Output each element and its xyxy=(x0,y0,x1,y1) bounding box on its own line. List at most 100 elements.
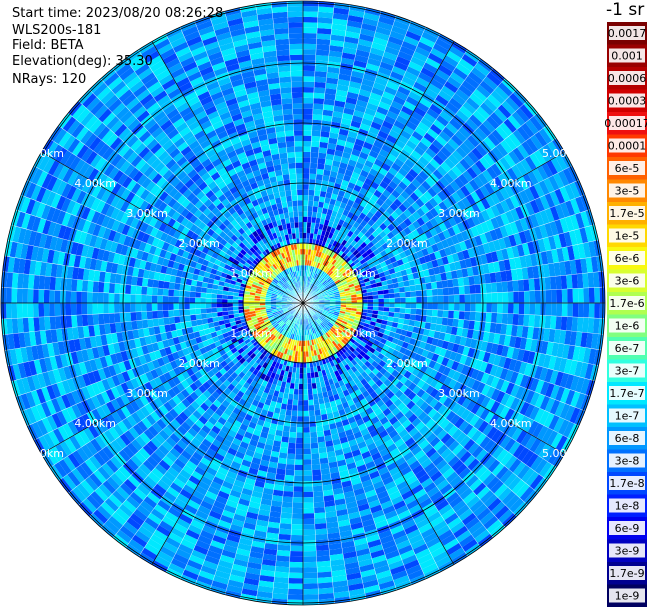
range-gate xyxy=(217,315,224,321)
range-gate xyxy=(149,400,159,411)
range-gate xyxy=(357,344,365,351)
range-gate xyxy=(498,334,506,346)
range-gate xyxy=(486,303,492,313)
range-gate xyxy=(63,365,72,380)
range-gate xyxy=(539,367,549,382)
range-gate xyxy=(570,391,581,408)
range-gate xyxy=(43,303,50,317)
range-gate xyxy=(33,288,39,303)
range-gate xyxy=(311,469,322,476)
range-gate xyxy=(195,262,203,270)
range-gate xyxy=(254,480,265,488)
range-gate xyxy=(474,529,490,544)
range-gate xyxy=(102,480,116,494)
range-gate xyxy=(408,460,421,471)
range-gate xyxy=(562,421,575,438)
range-gate xyxy=(408,319,416,327)
range-gate xyxy=(479,361,488,373)
range-gate xyxy=(469,338,478,350)
range-gate xyxy=(130,411,142,424)
range-gate xyxy=(39,261,47,276)
range-gate xyxy=(237,446,247,455)
range-gate xyxy=(399,313,406,320)
range-gate xyxy=(86,245,95,259)
range-gate xyxy=(11,317,19,334)
range-gate xyxy=(297,410,303,417)
range-gate xyxy=(366,340,374,348)
range-gate xyxy=(108,282,116,294)
range-gate xyxy=(464,411,476,424)
range-gate xyxy=(337,316,344,321)
range-gate xyxy=(437,310,444,318)
range-gate xyxy=(227,306,234,311)
range-gate xyxy=(115,384,125,397)
range-gate xyxy=(461,512,477,526)
range-gate xyxy=(243,305,250,310)
range-gate xyxy=(57,425,70,441)
range-gate xyxy=(194,466,206,477)
range-gate xyxy=(87,424,100,439)
range-gate xyxy=(238,299,244,303)
range-gate xyxy=(572,303,579,318)
range-gate xyxy=(490,429,503,443)
range-gate xyxy=(379,534,394,545)
range-gate xyxy=(357,367,365,375)
range-gate xyxy=(397,509,411,521)
range-gate xyxy=(41,173,53,189)
range-gate xyxy=(420,458,433,470)
range-gate xyxy=(347,416,356,424)
range-gate xyxy=(270,319,276,324)
range-gate xyxy=(450,326,458,336)
range-gate xyxy=(406,400,416,410)
range-gate xyxy=(259,575,275,583)
range-gate xyxy=(52,341,61,356)
range-gate xyxy=(351,527,365,536)
range-gate xyxy=(513,360,523,374)
range-gate xyxy=(287,594,303,600)
range-gate xyxy=(436,479,450,491)
range-gate xyxy=(237,338,245,345)
range-gate xyxy=(291,410,298,417)
range-gate xyxy=(221,257,229,264)
range-gate xyxy=(30,245,39,261)
range-gate xyxy=(90,197,101,211)
range-gate xyxy=(324,440,334,448)
range-gate xyxy=(156,499,171,512)
range-gate xyxy=(459,336,467,347)
range-gate xyxy=(241,527,255,536)
range-gate xyxy=(405,475,418,486)
range-gate xyxy=(382,420,392,430)
range-gate xyxy=(228,313,235,319)
range-gate xyxy=(332,359,339,366)
range-gate xyxy=(316,555,331,562)
range-gate xyxy=(343,490,355,499)
range-gate xyxy=(36,170,48,187)
range-gate xyxy=(447,368,456,379)
range-gate xyxy=(287,338,292,345)
range-gate xyxy=(289,349,293,356)
range-gate xyxy=(90,395,101,409)
range-gate xyxy=(232,455,244,465)
range-gate xyxy=(81,314,89,327)
range-gate xyxy=(338,312,345,317)
range-gate xyxy=(455,432,467,444)
range-gate xyxy=(133,508,148,522)
range-gate xyxy=(536,425,549,441)
range-gate xyxy=(125,214,135,227)
range-gate xyxy=(198,415,208,425)
range-gate xyxy=(91,210,101,224)
range-gate xyxy=(231,357,239,365)
range-gate xyxy=(314,528,328,535)
range-gate xyxy=(387,403,397,413)
range-gate xyxy=(482,331,490,343)
range-gate xyxy=(564,374,575,390)
range-gate xyxy=(141,521,156,534)
range-gate xyxy=(405,303,411,309)
range-gate xyxy=(106,376,116,389)
range-gate xyxy=(588,348,597,365)
range-gate xyxy=(355,548,371,557)
range-gate xyxy=(224,433,235,443)
range-gate xyxy=(293,486,303,492)
range-gate xyxy=(91,346,100,359)
range-gate xyxy=(349,404,357,412)
